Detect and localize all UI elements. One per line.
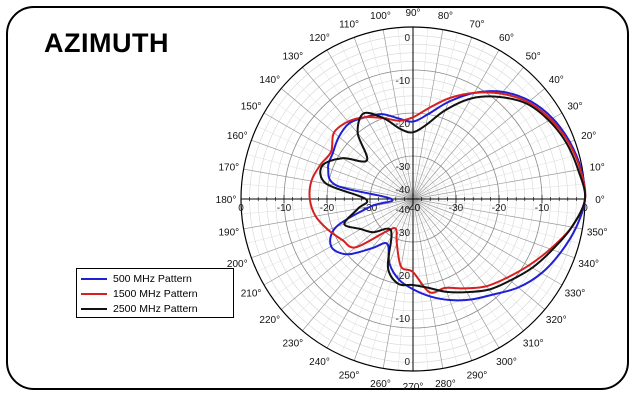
radial-tick-label: -40	[406, 203, 421, 214]
legend-swatch-1500	[81, 292, 107, 295]
angle-label: 310°	[523, 338, 544, 349]
chart-title: AZIMUTH	[44, 28, 169, 58]
angle-label: 110°	[339, 19, 359, 30]
angle-label: 210°	[241, 289, 262, 300]
angle-label: 50°	[526, 52, 541, 63]
angle-label: 320°	[546, 315, 567, 326]
angle-label: 160°	[227, 131, 248, 142]
angle-label: 200°	[227, 259, 248, 270]
angle-label: 190°	[218, 227, 239, 238]
angle-label: 130°	[282, 52, 303, 63]
legend-label: 1500 MHz Pattern	[113, 287, 198, 300]
angle-label: 80°	[438, 11, 453, 22]
radial-tick-label: 0	[404, 33, 410, 44]
angle-label: 280°	[435, 379, 456, 390]
radial-tick-label: 0	[582, 203, 588, 214]
radial-tick-label: -20	[396, 271, 411, 282]
angle-label: 90°	[405, 8, 420, 19]
radial-tick-label: -10	[535, 203, 550, 214]
angle-label: 250°	[339, 371, 360, 382]
radial-tick-label: -30	[363, 203, 378, 214]
angle-label: 10°	[590, 163, 605, 174]
angle-label: 240°	[309, 357, 330, 368]
radial-tick-label: -10	[396, 314, 411, 325]
radial-tick-label: -40	[396, 185, 411, 196]
angle-label: 150°	[241, 102, 262, 113]
angle-label: 170°	[218, 163, 239, 174]
angle-label: 270°	[403, 382, 424, 393]
radial-tick-label: 0	[238, 203, 244, 214]
angle-label: 60°	[499, 33, 514, 44]
angle-label: 340°	[578, 259, 599, 270]
angle-label: 20°	[581, 131, 596, 142]
angle-label: 260°	[370, 379, 391, 390]
series-line-1	[308, 91, 587, 294]
chart-frame	[6, 6, 629, 390]
angle-label: 40°	[549, 75, 564, 86]
radial-tick-label: 0	[404, 357, 410, 368]
legend-swatch-2500	[81, 307, 107, 310]
radial-tick-label: -20	[396, 119, 411, 130]
angle-label: 180°	[216, 195, 237, 206]
angle-label: 220°	[259, 315, 280, 326]
angle-label: 0°	[595, 195, 605, 206]
radial-tick-label: -20	[492, 203, 507, 214]
angle-label: 70°	[469, 19, 484, 30]
angle-label: 30°	[567, 102, 582, 113]
angle-label: 300°	[496, 357, 517, 368]
radial-tick-label: -40	[406, 203, 421, 214]
angle-label: 230°	[282, 338, 303, 349]
angle-label: 100°	[370, 11, 391, 22]
legend: 500 MHz Pattern 1500 MHz Pattern 2500 MH…	[76, 268, 234, 318]
angle-label: 120°	[309, 33, 330, 44]
radial-tick-label: -40	[396, 205, 411, 216]
radial-tick-label: -30	[396, 228, 411, 239]
radial-tick-label: -30	[396, 162, 411, 173]
radial-tick-label: -10	[396, 76, 411, 87]
legend-item: 1500 MHz Pattern	[81, 286, 229, 301]
angle-label: 290°	[467, 371, 488, 382]
series-line-0	[327, 90, 587, 302]
angle-label: 350°	[587, 227, 608, 238]
series-line-2	[319, 95, 587, 294]
legend-item: 500 MHz Pattern	[81, 271, 229, 286]
legend-swatch-500	[81, 277, 107, 280]
angle-label: 330°	[565, 289, 586, 300]
angle-label: 140°	[259, 75, 280, 86]
legend-item: 2500 MHz Pattern	[81, 301, 229, 316]
legend-label: 2500 MHz Pattern	[113, 302, 198, 315]
legend-label: 500 MHz Pattern	[113, 272, 192, 285]
radial-tick-label: -30	[449, 203, 464, 214]
radial-tick-label: -20	[320, 203, 335, 214]
radial-tick-label: -10	[277, 203, 292, 214]
